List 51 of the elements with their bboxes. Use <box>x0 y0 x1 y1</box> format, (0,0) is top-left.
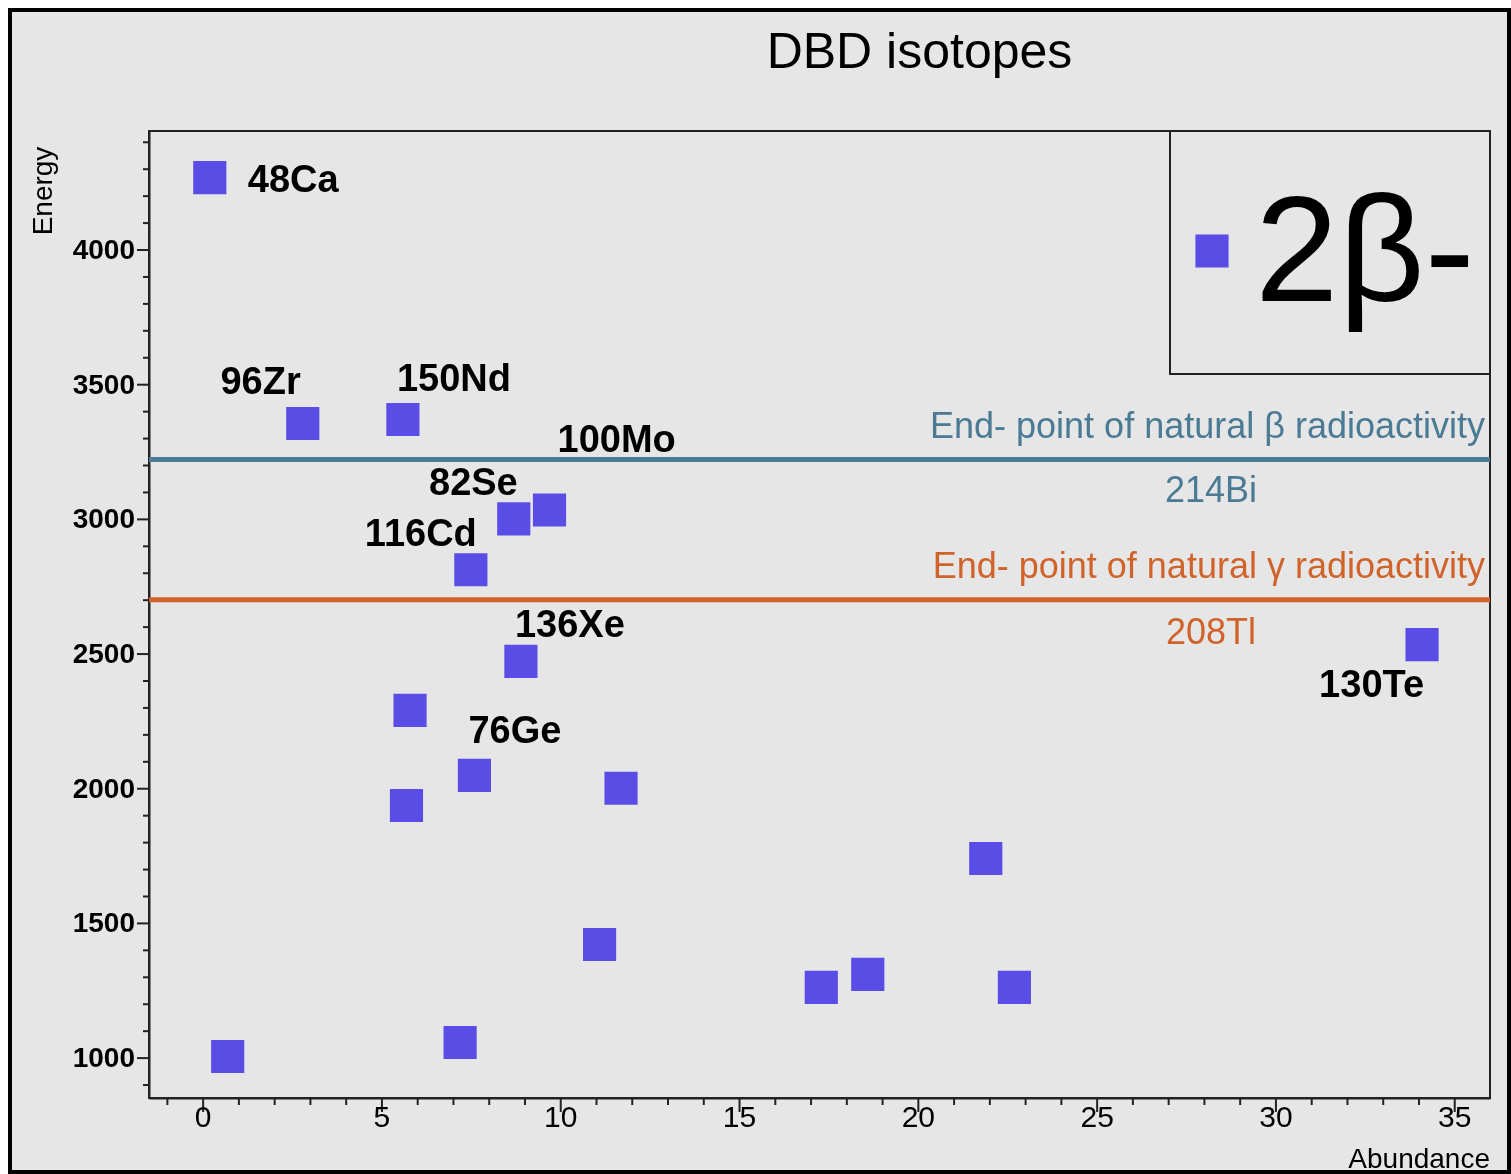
x-tick-label: 25 <box>1080 1100 1114 1134</box>
x-tick-label: 0 <box>194 1100 212 1134</box>
y-tick-label: 3000 <box>72 503 135 535</box>
annotation: 100Mo <box>557 417 676 460</box>
x-tick-label: 30 <box>1259 1100 1293 1134</box>
annotation: 76Ge <box>468 709 562 752</box>
point <box>851 957 885 991</box>
point <box>504 644 538 678</box>
point <box>454 553 488 587</box>
point <box>393 693 427 727</box>
x-tick-label: 5 <box>373 1100 391 1134</box>
point <box>582 927 617 962</box>
x-tick-label: 35 <box>1438 1100 1472 1134</box>
ref-line-label: End- point of natural γ radioactivity <box>932 544 1485 586</box>
point <box>997 970 1031 1004</box>
annotation: 214Bi <box>1165 468 1258 510</box>
y-tick-label: 4000 <box>72 233 135 265</box>
annotation: 48Ca <box>247 157 340 200</box>
y-tick-label: 2500 <box>72 638 135 670</box>
point <box>286 406 320 441</box>
x-tick-label: 10 <box>544 1100 578 1134</box>
point <box>1405 628 1439 662</box>
y-tick-label: 3500 <box>72 368 135 400</box>
y-axis-title: Energy <box>27 146 58 236</box>
y-tick-label: 1000 <box>72 1042 135 1074</box>
y-tick-label: 1500 <box>72 907 135 939</box>
point <box>969 841 1003 876</box>
annotation: 208Tl <box>1166 610 1257 652</box>
annotation: 116Cd <box>364 511 477 554</box>
point <box>386 402 420 437</box>
x-axis-title: Abundance <box>1348 1143 1490 1174</box>
legend-label: 2β- <box>1255 165 1475 333</box>
point <box>532 493 567 527</box>
point <box>804 970 838 1004</box>
x-tick-label: 20 <box>901 1100 936 1134</box>
annotation: 82Se <box>429 460 518 503</box>
point <box>497 502 531 536</box>
annotation: 96Zr <box>220 359 301 402</box>
point <box>193 161 227 195</box>
point <box>389 788 424 823</box>
point <box>211 1039 245 1074</box>
point <box>604 771 638 805</box>
x-tick-label: 15 <box>722 1100 757 1134</box>
annotation: 136Xe <box>514 603 625 646</box>
point <box>457 758 491 792</box>
ref-line-label: End- point of natural β radioactivity <box>930 404 1485 446</box>
annotation: 130Te <box>1319 662 1425 705</box>
y-tick-label: 2000 <box>72 772 135 804</box>
chart-title: DBD isotopes <box>766 23 1073 79</box>
point <box>443 1025 477 1060</box>
annotation: 150Nd <box>396 357 511 400</box>
